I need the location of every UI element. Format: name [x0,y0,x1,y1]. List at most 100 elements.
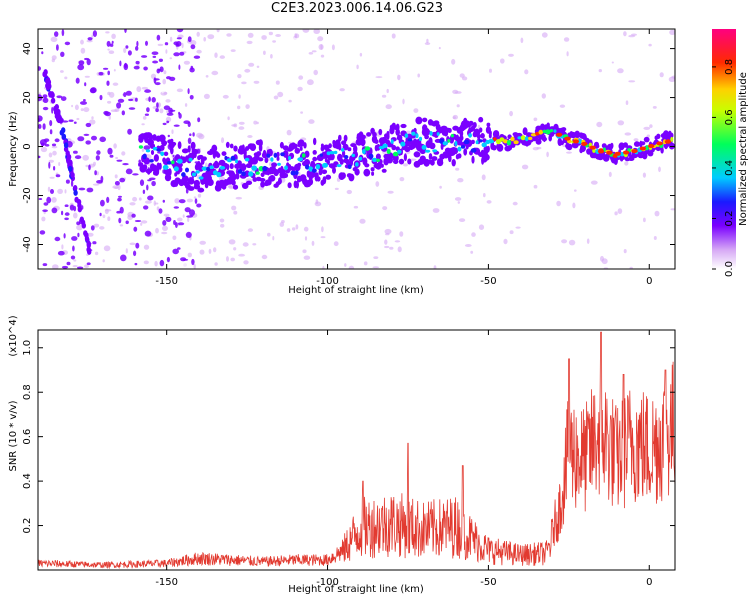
heatmap-cell [50,36,58,43]
heatmap-cell [103,63,108,70]
heatmap-cell [670,136,674,142]
heatmap-cell [75,77,80,84]
heatmap-cell [272,40,276,43]
heatmap-cell [144,51,150,57]
heatmap-cell [238,126,245,130]
heatmap-cell [277,162,281,166]
heatmap-cell [86,262,91,266]
heatmap-cell [370,167,375,172]
heatmap-cell [182,258,189,261]
heatmap-cell [51,106,54,114]
heatmap-cell [459,135,464,141]
heatmap-cell [670,132,674,139]
heatmap-cell [231,179,236,186]
heatmap-cell [173,124,180,127]
heatmap-cell [241,81,247,85]
heatmap-cell [181,249,185,252]
x-tick-label: -50 [480,577,496,588]
heatmap-cell [388,169,393,174]
heatmap-cell [196,29,203,32]
heatmap-cell [55,174,61,178]
x-tick-label: -150 [155,276,178,287]
heatmap-cell [109,91,115,98]
heatmap-cell [189,133,192,136]
heatmap-cell [653,236,657,240]
heatmap-cell [283,173,289,178]
heatmap-cell [652,106,657,109]
heatmap-cell [219,166,226,170]
heatmap-cell [297,157,304,162]
heatmap-cell [528,136,533,141]
heatmap-cell [76,97,81,101]
heatmap-cell [589,145,596,150]
heatmap-cell [71,236,78,241]
heatmap-cell [493,130,499,135]
heatmap-cell [288,99,292,103]
heatmap-cell [542,134,546,143]
heatmap-cell [473,122,477,128]
heatmap-cell [128,98,134,102]
heatmap-cell [177,34,184,39]
heatmap-cell [177,247,181,250]
heatmap-cell [163,105,171,110]
heatmap-cell [601,168,608,171]
heatmap-cell [268,129,273,133]
heatmap-cell [64,204,69,207]
heatmap-cell [596,121,603,128]
heatmap-cell [546,122,550,128]
heatmap-cell [338,134,342,142]
heatmap-cell [73,189,78,196]
heatmap-cell [143,260,149,265]
heatmap-cell [386,88,389,94]
heatmap-cell [397,246,402,253]
heatmap-cell [247,228,253,232]
heatmap-cell [197,193,202,198]
heatmap-cell [45,77,50,84]
heatmap-cell [291,37,298,40]
heatmap-cell [429,131,433,136]
heatmap-cell [83,230,88,237]
heatmap-cell [159,136,166,142]
heatmap-cell [264,157,269,164]
heatmap-cell [432,208,440,213]
heatmap-cell [391,144,397,151]
heatmap-cell [177,158,183,164]
heatmap-cell [196,203,202,208]
heatmap-cell [121,151,126,156]
colorbar-label: Normalized spectral amplitude [738,72,749,226]
heatmap-cell [125,248,128,254]
heatmap-cell [117,98,125,103]
heatmap-cell [664,139,672,144]
heatmap-cell [291,227,296,231]
heatmap-cell [520,89,526,93]
heatmap-cell [273,98,277,104]
heatmap-cell [43,46,46,50]
y-tick-label: 0.2 [22,518,33,534]
heatmap-cell [570,44,577,50]
bottom-y-axis-label: SNR (10 * v/v) [8,400,19,471]
heatmap-cell [91,116,94,120]
heatmap-cell [622,150,630,155]
heatmap-cell [405,180,411,186]
heatmap-cell [317,36,324,42]
heatmap-cell [611,61,614,64]
heatmap-cell [162,220,167,226]
heatmap-cell [313,137,317,146]
heatmap-cell [476,88,480,95]
heatmap-cell [389,246,394,250]
heatmap-cell [457,178,464,183]
heatmap-cell [566,151,572,154]
heatmap-cell [57,250,65,256]
heatmap-cell [359,52,363,57]
heatmap-cell [140,222,143,226]
heatmap-cell [263,50,266,55]
heatmap-cell [311,240,315,246]
heatmap-cell [51,143,57,147]
heatmap-cell [366,132,372,137]
heatmap-cell [53,166,56,171]
heatmap-cell [154,82,161,86]
heatmap-cell [127,50,132,56]
heatmap-cell [139,179,145,186]
heatmap-cell [298,75,304,80]
heatmap-cell [668,142,675,150]
